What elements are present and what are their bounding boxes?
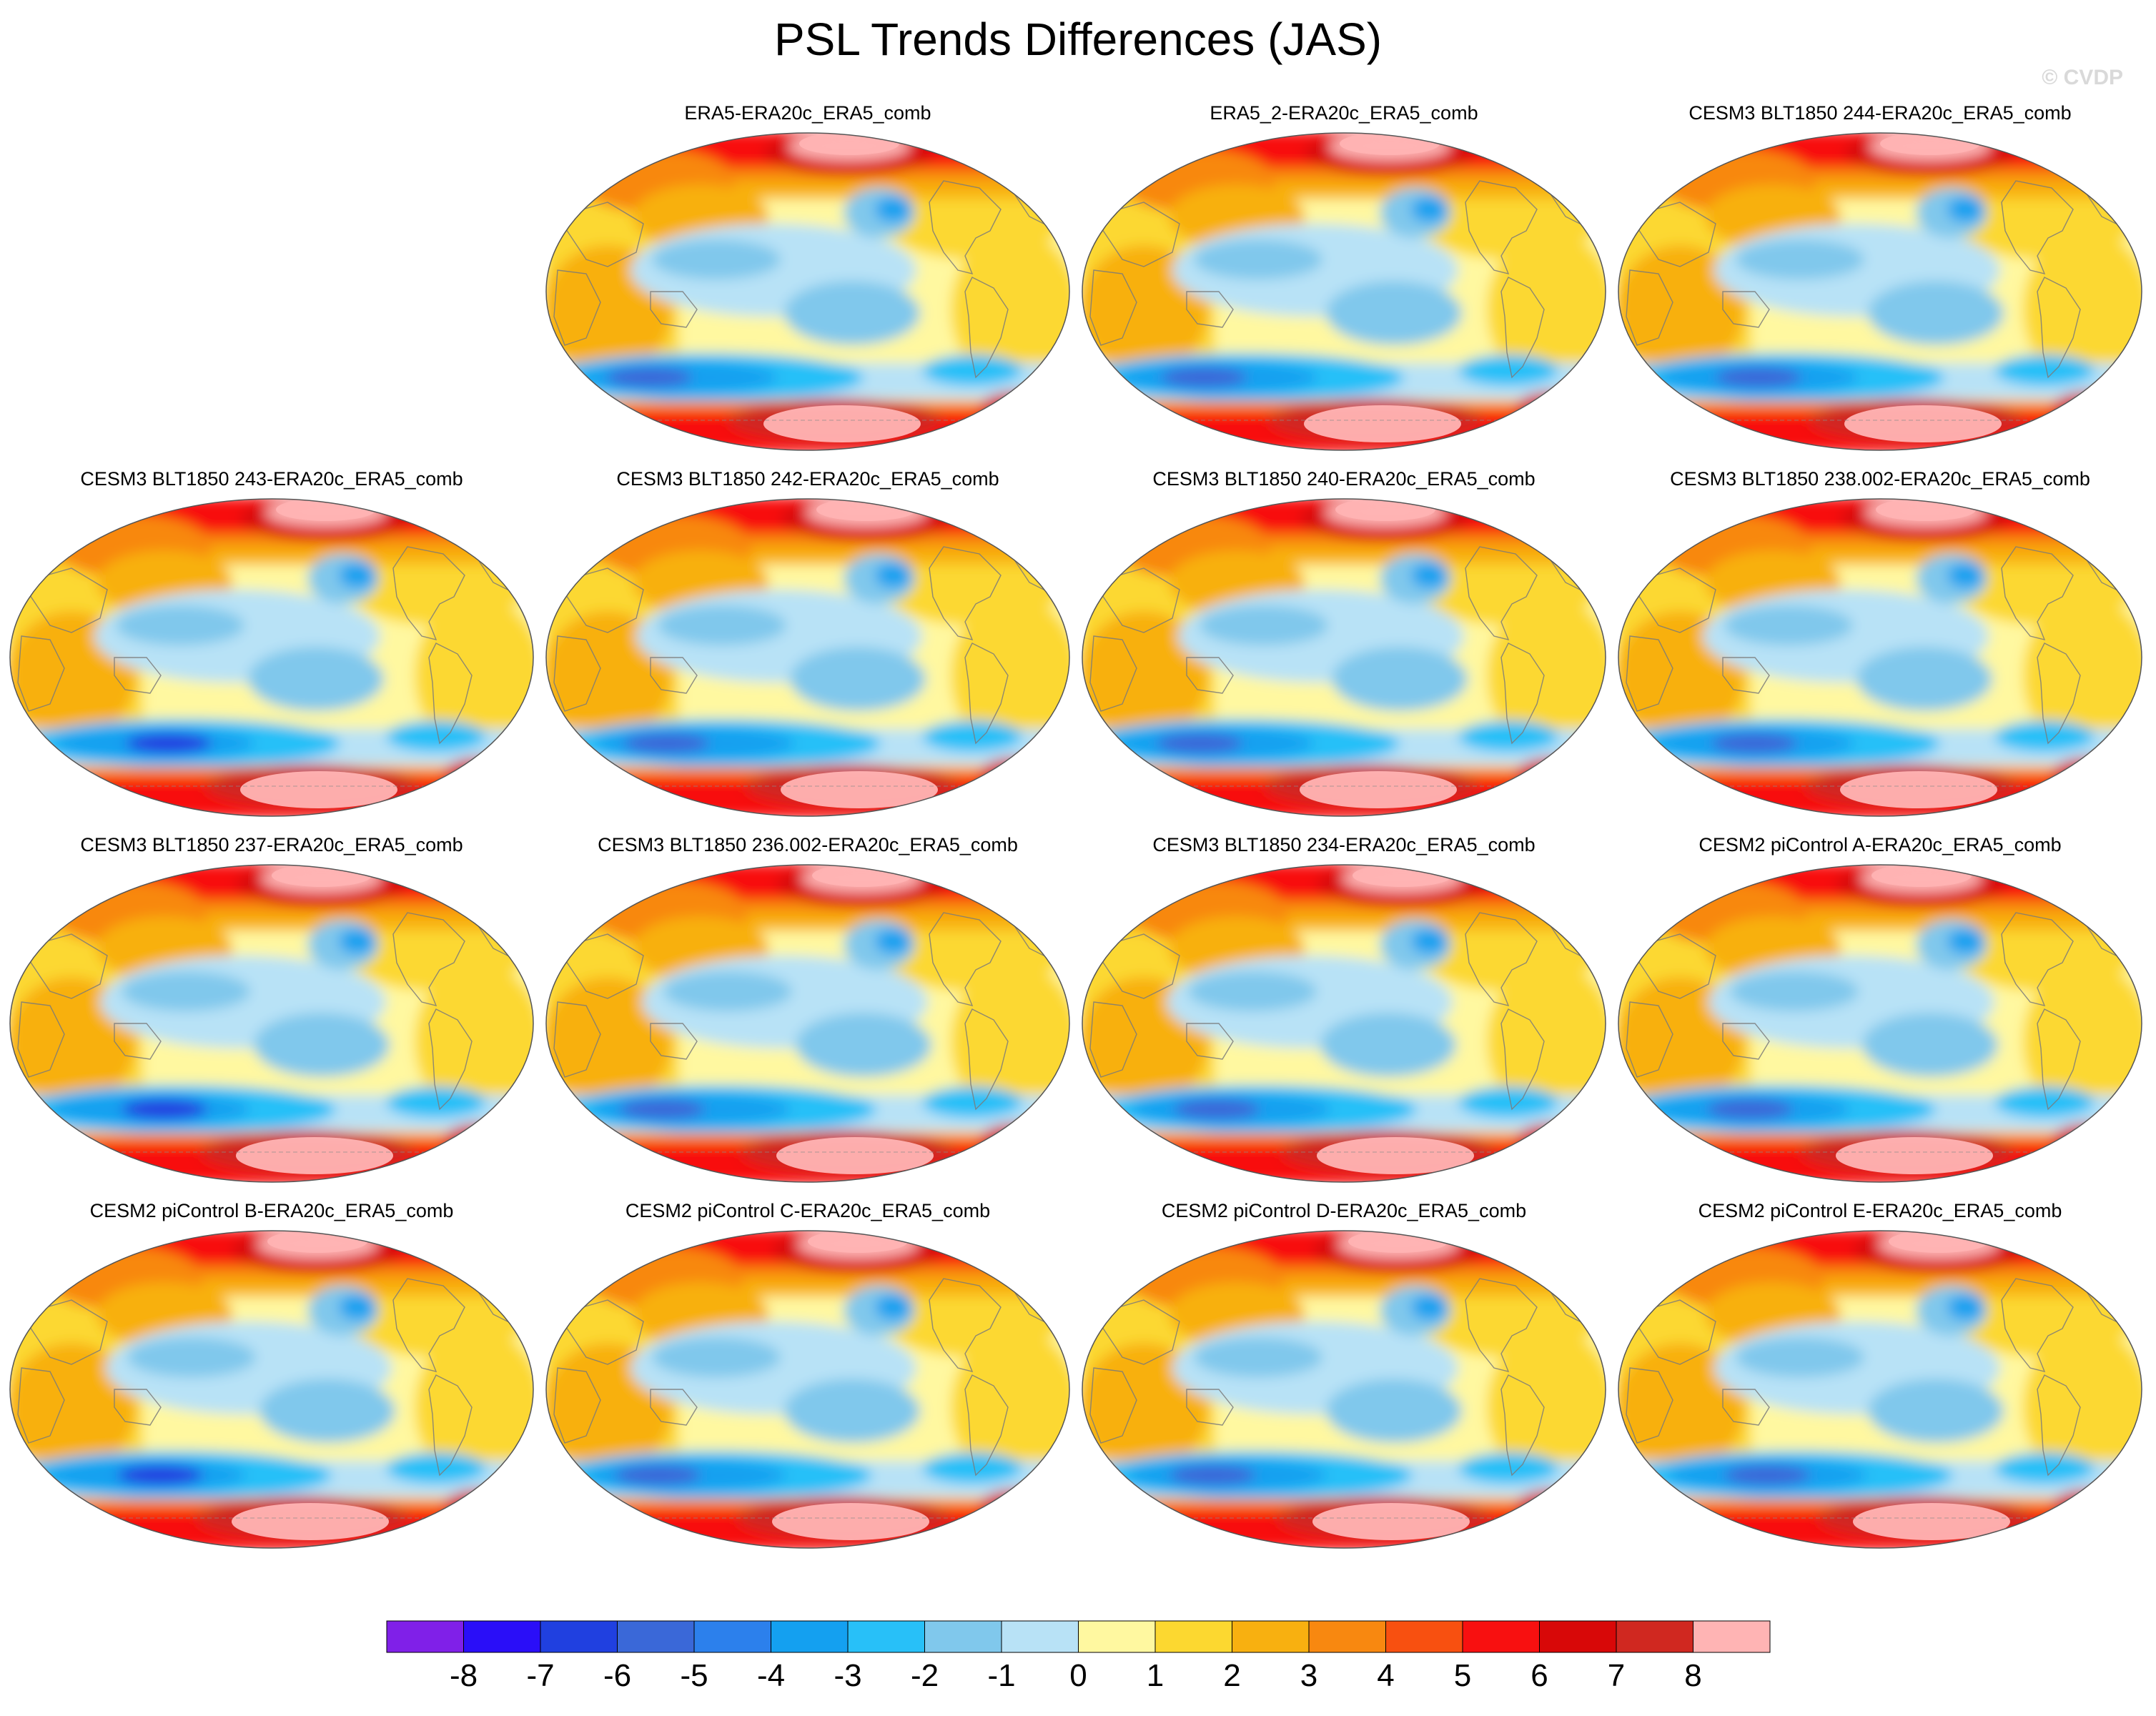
map-panel: CESM3 BLT1850 237-ERA20c_ERA5_comb (7, 834, 536, 1191)
colorbar-swatch (1078, 1620, 1156, 1653)
figure-title: PSL Trends Differences (JAS) (773, 14, 1383, 65)
colorbar-swatch (386, 1620, 464, 1653)
panel-title: CESM3 BLT1850 237-ERA20c_ERA5_comb (80, 834, 463, 855)
map-panel: CESM2 piControl E-ERA20c_ERA5_comb (1616, 1200, 2145, 1557)
map-panel: CESM3 BLT1850 243-ERA20c_ERA5_comb (7, 468, 536, 825)
panel-title: CESM2 piControl B-ERA20c_ERA5_comb (89, 1200, 454, 1221)
colorbar-tick-label: 8 (1684, 1658, 1702, 1693)
colorbar-swatch (1308, 1620, 1386, 1653)
colorbar-swatch (1385, 1620, 1463, 1653)
map-panel: CESM3 BLT1850 242-ERA20c_ERA5_comb (543, 468, 1072, 825)
panel-title: CESM3 BLT1850 238.002-ERA20c_ERA5_comb (1670, 468, 2090, 490)
colorbar-tick-label: -5 (680, 1658, 708, 1693)
colorbar-tick-label: 5 (1453, 1658, 1472, 1693)
map-panel: CESM3 BLT1850 244-ERA20c_ERA5_comb (1616, 102, 2145, 460)
colorbar-swatch (1232, 1620, 1310, 1653)
colorbar-tick-label: 0 (1069, 1658, 1087, 1693)
colorbar-swatch (771, 1620, 849, 1653)
panel-title: CESM2 piControl A-ERA20c_ERA5_comb (1698, 834, 2062, 855)
colorbar-tick-label: -8 (449, 1658, 478, 1693)
panel-title: CESM2 piControl E-ERA20c_ERA5_comb (1698, 1200, 2062, 1221)
map-panel: CESM2 piControl A-ERA20c_ERA5_comb (1616, 834, 2145, 1191)
colorbar-swatch (924, 1620, 1002, 1653)
panel-title: ERA5_2-ERA20c_ERA5_comb (1210, 102, 1478, 124)
colorbar-swatch (1001, 1620, 1079, 1653)
panel-title: CESM2 piControl D-ERA20c_ERA5_comb (1161, 1200, 1527, 1221)
robinson-map (9, 864, 534, 1183)
robinson-map (545, 498, 1070, 817)
colorbar-tick-label: 2 (1223, 1658, 1241, 1693)
robinson-map (1618, 1230, 2142, 1549)
colorbar-tick-label: -3 (834, 1658, 862, 1693)
colorbar-swatch (1539, 1620, 1617, 1653)
panel-title: CESM2 piControl C-ERA20c_ERA5_comb (625, 1200, 991, 1221)
robinson-map (545, 1230, 1070, 1549)
map-panel: CESM3 BLT1850 240-ERA20c_ERA5_comb (1079, 468, 1608, 825)
robinson-map (1082, 132, 1606, 451)
colorbar-tick-label: -2 (910, 1658, 939, 1693)
panel-title: CESM3 BLT1850 243-ERA20c_ERA5_comb (80, 468, 463, 490)
colorbar-tick-label: -7 (526, 1658, 555, 1693)
colorbar-swatch (1154, 1620, 1232, 1653)
colorbar-tick-label: -6 (603, 1658, 632, 1693)
colorbar-swatch (847, 1620, 925, 1653)
colorbar-swatch (540, 1620, 618, 1653)
colorbar-swatch (1462, 1620, 1540, 1653)
panel-title: CESM3 BLT1850 236.002-ERA20c_ERA5_comb (598, 834, 1018, 855)
colorbar-swatch (463, 1620, 541, 1653)
panel-title: CESM3 BLT1850 244-ERA20c_ERA5_comb (1688, 102, 2072, 124)
map-panel: CESM2 piControl D-ERA20c_ERA5_comb (1079, 1200, 1608, 1557)
panel-title: CESM3 BLT1850 240-ERA20c_ERA5_comb (1152, 468, 1536, 490)
map-panel: CESM2 piControl C-ERA20c_ERA5_comb (543, 1200, 1072, 1557)
colorbar-swatch (1616, 1620, 1693, 1653)
robinson-map (545, 864, 1070, 1183)
colorbar-tick-label: 4 (1377, 1658, 1395, 1693)
panel-title: CESM3 BLT1850 242-ERA20c_ERA5_comb (616, 468, 999, 490)
map-panel: ERA5_2-ERA20c_ERA5_comb (1079, 102, 1608, 460)
colorbar-tick-label: 1 (1146, 1658, 1164, 1693)
map-panel: CESM3 BLT1850 238.002-ERA20c_ERA5_comb (1616, 468, 2145, 825)
panel-title: ERA5-ERA20c_ERA5_comb (684, 102, 931, 124)
colorbar-tick-label: 6 (1531, 1658, 1548, 1693)
robinson-map (1082, 864, 1606, 1183)
robinson-map (1082, 1230, 1606, 1549)
robinson-map (1618, 132, 2142, 451)
watermark: © CVDP (2042, 66, 2123, 89)
robinson-map (9, 1230, 534, 1549)
colorbar-tick-label: -4 (756, 1658, 786, 1693)
colorbar-tick-label: 7 (1607, 1658, 1626, 1693)
map-panel: CESM3 BLT1850 236.002-ERA20c_ERA5_comb (543, 834, 1072, 1191)
robinson-map (1618, 498, 2142, 817)
colorbar-swatch (693, 1620, 771, 1653)
robinson-map (1618, 864, 2142, 1183)
colorbar-tick-label: -1 (987, 1658, 1016, 1693)
map-panel: ERA5-ERA20c_ERA5_comb (543, 102, 1072, 460)
robinson-map (9, 498, 534, 817)
robinson-map (1082, 498, 1606, 817)
colorbar-swatch (617, 1620, 695, 1653)
panel-title: CESM3 BLT1850 234-ERA20c_ERA5_comb (1152, 834, 1536, 855)
map-panel: CESM3 BLT1850 234-ERA20c_ERA5_comb (1079, 834, 1608, 1191)
map-panel: CESM2 piControl B-ERA20c_ERA5_comb (7, 1200, 536, 1557)
robinson-map (545, 132, 1070, 451)
colorbar-swatch (1693, 1620, 1771, 1653)
colorbar-tick-label: 3 (1300, 1658, 1318, 1693)
